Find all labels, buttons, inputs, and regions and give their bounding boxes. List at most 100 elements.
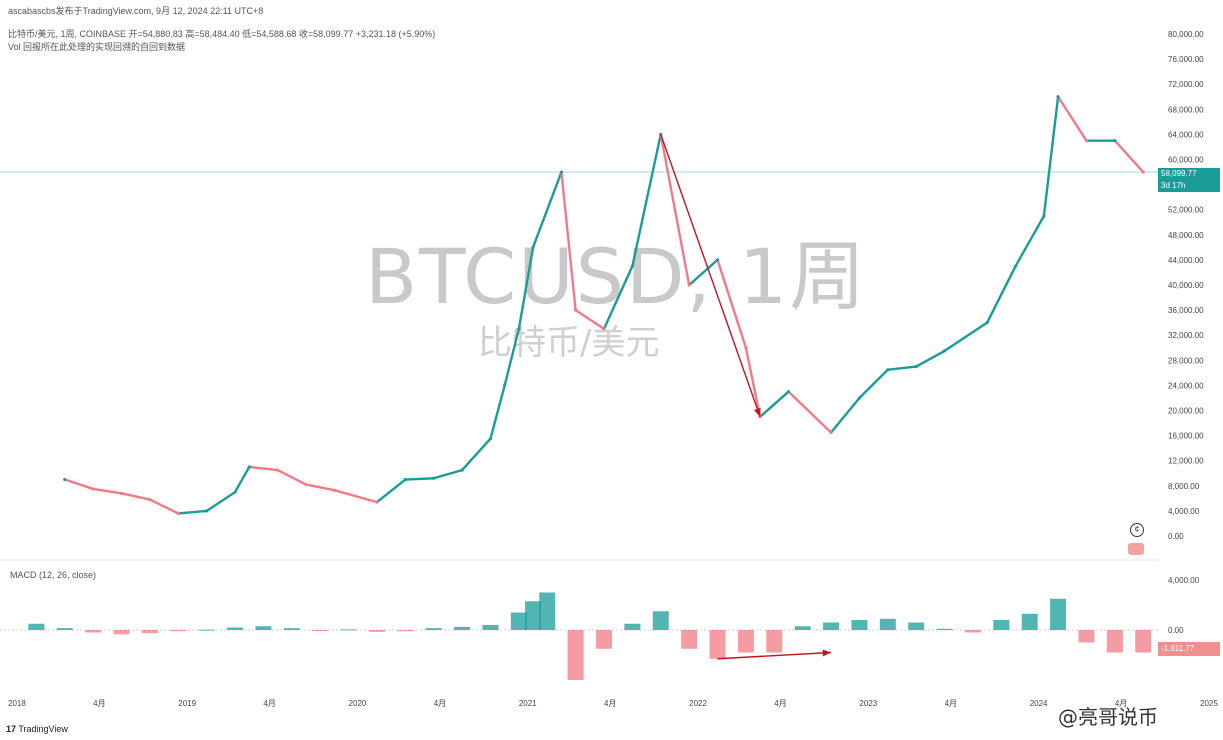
price-point xyxy=(63,477,67,482)
price-point xyxy=(559,170,564,174)
price-line-segment xyxy=(659,133,691,287)
macd-histogram-bar xyxy=(113,630,130,635)
y-axis-tick-label: 20,000.00 xyxy=(1168,407,1204,416)
macd-histogram-bar xyxy=(368,630,385,632)
macd-histogram-bar xyxy=(539,592,556,630)
price-line-segment xyxy=(517,246,535,331)
y-axis-tick-label: 52,000.00 xyxy=(1168,206,1204,215)
macd-histogram-bar xyxy=(397,630,414,632)
price-line-segment xyxy=(375,478,407,504)
price-line-segment xyxy=(1113,139,1145,174)
macd-histogram-bar xyxy=(964,630,981,633)
price-line-segment xyxy=(432,468,464,480)
macd-axis-tick-label: 0.00 xyxy=(1168,626,1184,635)
macd-histogram-bar xyxy=(596,630,612,649)
price-point xyxy=(488,437,493,441)
macd-histogram-bar xyxy=(1050,598,1067,630)
last-price-value: 58,099.77 xyxy=(1161,169,1197,178)
macd-histogram-bar xyxy=(510,612,527,630)
price-line-segment xyxy=(489,384,506,440)
price-line-segment xyxy=(914,349,946,368)
price-line-segment xyxy=(886,365,918,371)
price-line-segment xyxy=(744,346,762,418)
price-line-segment xyxy=(205,490,237,513)
price-point xyxy=(942,349,947,353)
x-axis-tick-label: 2025 xyxy=(1200,699,1218,708)
circle-info-icon[interactable]: ¢ xyxy=(1130,523,1144,537)
price-point xyxy=(432,476,436,480)
x-axis-tick-label: 2019 xyxy=(178,699,196,708)
price-line-segment xyxy=(404,477,435,481)
price-line-segment xyxy=(1056,95,1088,142)
bar-countdown: 3d 17h xyxy=(1161,181,1186,190)
price-point xyxy=(985,321,989,325)
last-price-tag: 58,099.77 3d 17h xyxy=(1158,168,1220,192)
macd-histogram-bar xyxy=(482,625,499,630)
price-line-segment xyxy=(758,390,790,418)
downtrend-arrow-head xyxy=(754,407,761,417)
camera-icon[interactable] xyxy=(1128,543,1144,555)
price-point xyxy=(886,368,890,372)
macd-histogram-bar xyxy=(85,630,102,633)
macd-histogram-bar xyxy=(794,626,811,630)
macd-histogram-bar xyxy=(198,629,215,631)
price-point xyxy=(119,491,124,495)
price-point xyxy=(517,327,521,331)
y-axis-tick-label: 80,000.00 xyxy=(1168,30,1204,39)
price-line-segment xyxy=(787,390,833,434)
x-axis-tick-label: 4月 xyxy=(1115,699,1127,708)
price-line-segment xyxy=(1014,214,1046,268)
macd-histogram-bar xyxy=(567,630,584,680)
price-point xyxy=(375,500,379,504)
price-point xyxy=(531,245,535,249)
price-point xyxy=(630,264,634,268)
macd-histogram-bar xyxy=(170,630,187,632)
macd-histogram-bar xyxy=(624,623,641,630)
tradingview-logo[interactable]: 17 TradingView xyxy=(6,724,68,734)
macd-histogram-bar xyxy=(879,618,896,630)
macd-value-tag: -1,811.77 xyxy=(1158,642,1220,656)
macd-histogram-bar xyxy=(425,628,442,630)
macd-histogram-bar xyxy=(141,630,158,634)
downtrend-arrow xyxy=(660,134,761,418)
price-point xyxy=(829,430,833,435)
y-axis-tick-label: 4,000.00 xyxy=(1168,507,1200,516)
price-line-segment xyxy=(148,498,180,515)
macd-histogram-bar xyxy=(993,620,1010,630)
price-line-segment xyxy=(829,396,861,434)
price-line-segment xyxy=(985,264,1017,324)
macd-histogram-bar xyxy=(1135,630,1152,653)
price-line-segment xyxy=(631,133,662,268)
macd-axis-tick-label: 4,000.00 xyxy=(1168,576,1200,585)
price-point xyxy=(247,465,251,469)
y-axis-tick-label: 8,000.00 xyxy=(1168,482,1200,491)
price-line-segment xyxy=(276,468,308,486)
price-line-segment xyxy=(716,258,748,349)
macd-histogram-bar xyxy=(525,601,542,630)
price-point xyxy=(786,390,791,394)
tradingview-logo-text: TradingView xyxy=(18,724,68,734)
y-axis-tick-label: 60,000.00 xyxy=(1168,156,1204,165)
macd-histogram-bar xyxy=(823,622,840,630)
x-axis-tick-label: 4月 xyxy=(434,699,446,708)
price-point xyxy=(857,396,862,400)
source-watermark: @亮哥说币 xyxy=(1058,705,1158,729)
chart-header-ohlc: 比特币/美元, 1周, COINBASE 开=54,880.83 高=58,48… xyxy=(8,29,436,39)
macd-histogram-bar xyxy=(454,626,471,630)
price-point xyxy=(460,468,464,472)
y-axis-tick-label: 36,000.00 xyxy=(1168,306,1204,315)
price-line-segment xyxy=(943,321,989,353)
price-point xyxy=(914,364,918,369)
price-point xyxy=(574,308,578,312)
y-axis-tick-label: 64,000.00 xyxy=(1168,130,1204,139)
price-line-segment xyxy=(304,483,336,492)
macd-histogram-bar xyxy=(936,628,953,630)
y-axis-tick-label: 76,000.00 xyxy=(1168,55,1204,64)
price-line-segment xyxy=(460,437,492,472)
macd-histogram-bar xyxy=(908,622,925,630)
x-axis-tick-label: 4月 xyxy=(945,699,957,708)
y-axis-tick-label: 0.00 xyxy=(1168,532,1184,541)
macd-indicator-label[interactable]: MACD (12, 26, close) xyxy=(10,570,97,580)
x-axis-tick-label: 2023 xyxy=(859,699,877,708)
